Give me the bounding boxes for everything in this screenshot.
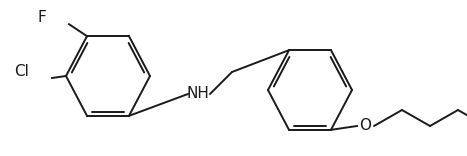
Text: NH: NH [186,86,209,102]
Text: Cl: Cl [14,64,29,80]
Text: O: O [359,119,371,134]
Text: F: F [38,10,46,25]
